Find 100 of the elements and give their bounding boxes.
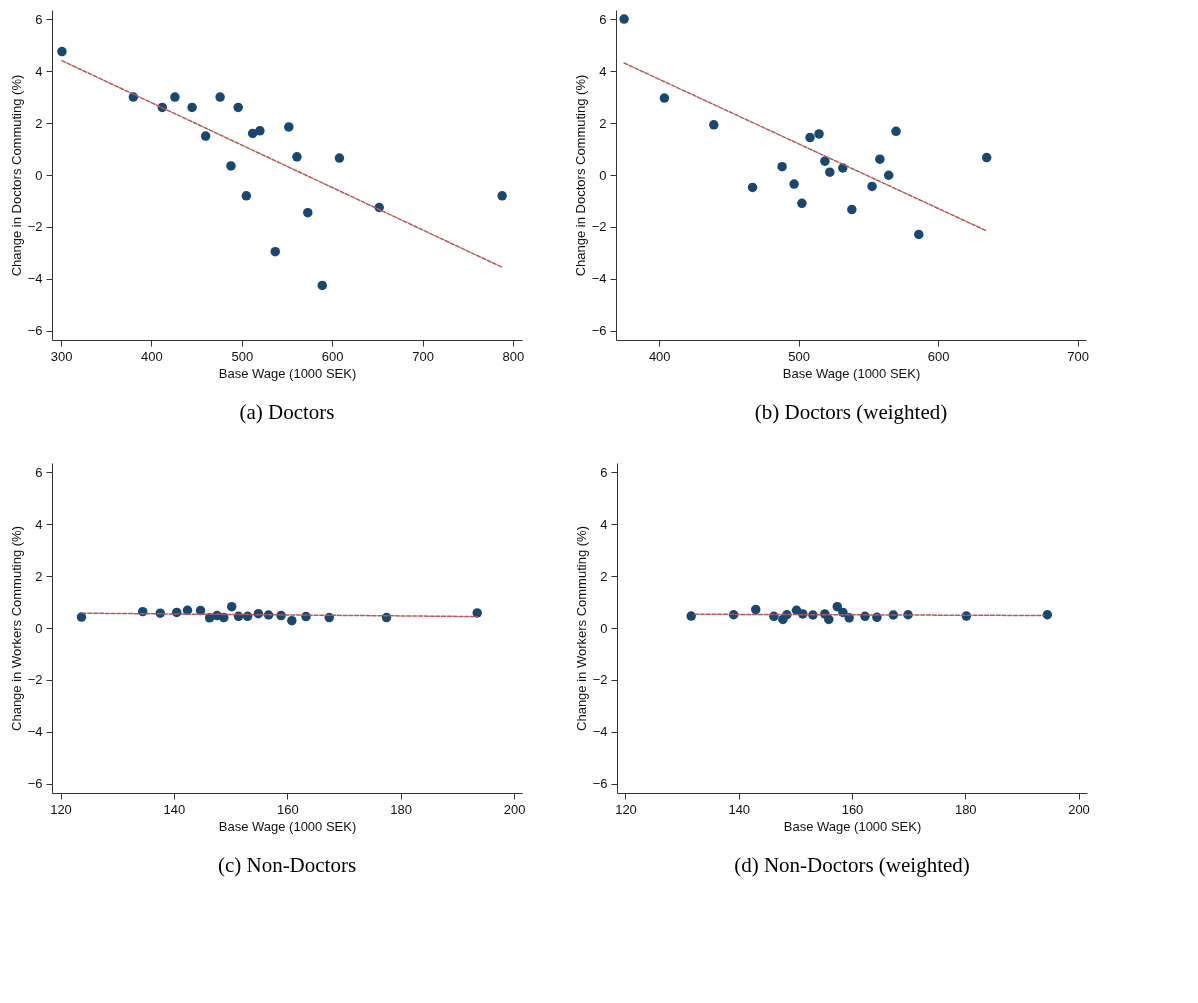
- point: [215, 92, 225, 102]
- x-tick-label: 140: [728, 801, 751, 817]
- point: [825, 167, 835, 177]
- point: [981, 152, 992, 163]
- x-tick-label: 200: [1068, 801, 1090, 817]
- point: [270, 246, 280, 257]
- x-axis-title: Base Wage (1000 SEK): [783, 818, 922, 834]
- point: [497, 191, 507, 201]
- x-tick-label: 140: [163, 801, 186, 817]
- point: [883, 170, 894, 180]
- point: [619, 14, 629, 24]
- x-tick-label: 300: [50, 348, 73, 364]
- y-tick-label: 0: [35, 620, 43, 636]
- point: [76, 612, 87, 622]
- point: [750, 604, 761, 615]
- y-tick-label: −6: [591, 323, 607, 339]
- y-tick-label: −2: [591, 219, 607, 235]
- y-tick-label: −4: [27, 271, 43, 287]
- y-tick-label: 4: [35, 516, 43, 532]
- x-tick-label: 700: [1067, 348, 1089, 364]
- x-tick-label: 120: [50, 801, 72, 817]
- point: [814, 129, 824, 139]
- y-tick-label: 2: [599, 115, 607, 131]
- x-tick-label: 600: [927, 348, 950, 364]
- x-axis-title: Base Wage (1000 SEK): [782, 365, 921, 381]
- point: [1042, 610, 1053, 620]
- x-tick-label: 800: [502, 348, 525, 364]
- x-tick-label: 180: [954, 801, 977, 817]
- y-tick-label: 0: [599, 167, 607, 183]
- point: [187, 102, 197, 113]
- x-tick-label: 600: [321, 348, 344, 364]
- y-tick-label: 2: [35, 568, 43, 584]
- point: [170, 92, 180, 102]
- text: (c) Non-Doctors: [217, 853, 357, 877]
- point: [686, 611, 696, 621]
- point: [303, 207, 313, 218]
- y-tick-label: −2: [27, 672, 43, 688]
- point: [472, 608, 482, 618]
- text: (a) Doctors: [239, 400, 335, 424]
- x-tick-label: 180: [390, 801, 413, 817]
- y-tick-label: 0: [600, 620, 608, 636]
- point: [659, 93, 670, 103]
- x-tick-label: 160: [841, 801, 864, 817]
- point: [226, 161, 236, 171]
- y-tick-label: −2: [27, 219, 43, 235]
- y-axis-title: Change in Workers Commuting (%): [8, 526, 24, 731]
- point: [777, 161, 787, 172]
- y-tick-label: 6: [600, 464, 608, 480]
- y-axis-title: Change in Doctors Commuting (%): [572, 74, 588, 277]
- y-tick-label: −4: [591, 271, 607, 287]
- y-axis-title: Change in Workers Commuting (%): [573, 526, 589, 731]
- text: (d) Non-Doctors (weighted): [734, 853, 970, 877]
- y-tick-label: 4: [35, 63, 43, 79]
- point: [709, 120, 719, 130]
- point: [287, 615, 297, 626]
- x-tick-label: 200: [503, 801, 526, 817]
- point: [292, 152, 302, 162]
- y-tick-label: −4: [592, 724, 608, 740]
- point: [867, 181, 877, 192]
- point: [789, 179, 799, 189]
- point: [824, 614, 834, 625]
- y-tick-label: 0: [35, 167, 43, 183]
- point: [255, 126, 265, 136]
- y-tick-label: −4: [27, 724, 43, 740]
- y-tick-label: 6: [599, 11, 607, 27]
- point: [847, 204, 857, 215]
- x-tick-label: 400: [648, 348, 671, 364]
- point: [226, 601, 237, 612]
- y-tick-label: 2: [600, 568, 608, 584]
- y-tick-label: 2: [35, 115, 43, 131]
- point: [820, 156, 830, 166]
- y-tick-label: −6: [592, 776, 608, 792]
- y-tick-label: −6: [27, 323, 43, 339]
- x-tick-label: 500: [231, 348, 254, 364]
- y-tick-label: −2: [592, 672, 608, 688]
- point: [805, 132, 815, 143]
- point: [334, 153, 345, 163]
- point: [914, 229, 924, 240]
- text: (b) Doctors (weighted): [754, 400, 948, 424]
- point: [797, 198, 807, 209]
- point: [317, 280, 327, 291]
- point: [875, 154, 885, 164]
- x-tick-label: 120: [615, 801, 637, 817]
- y-tick-label: 4: [600, 516, 608, 532]
- point: [241, 191, 252, 201]
- x-axis-title: Base Wage (1000 SEK): [218, 818, 357, 834]
- x-tick-label: 160: [276, 801, 299, 817]
- y-tick-label: 4: [599, 63, 607, 79]
- x-tick-label: 500: [788, 348, 811, 364]
- y-axis-title: Change in Doctors Commuting (%): [8, 74, 24, 277]
- x-tick-label: 400: [141, 348, 163, 364]
- y-tick-label: 6: [35, 464, 43, 480]
- y-tick-label: −6: [27, 776, 43, 792]
- x-axis-title: Base Wage (1000 SEK): [218, 365, 357, 381]
- x-tick-label: 700: [412, 348, 434, 364]
- point: [233, 102, 243, 113]
- point: [57, 46, 67, 57]
- point: [891, 126, 901, 137]
- point: [284, 122, 294, 132]
- y-tick-label: 6: [35, 11, 43, 27]
